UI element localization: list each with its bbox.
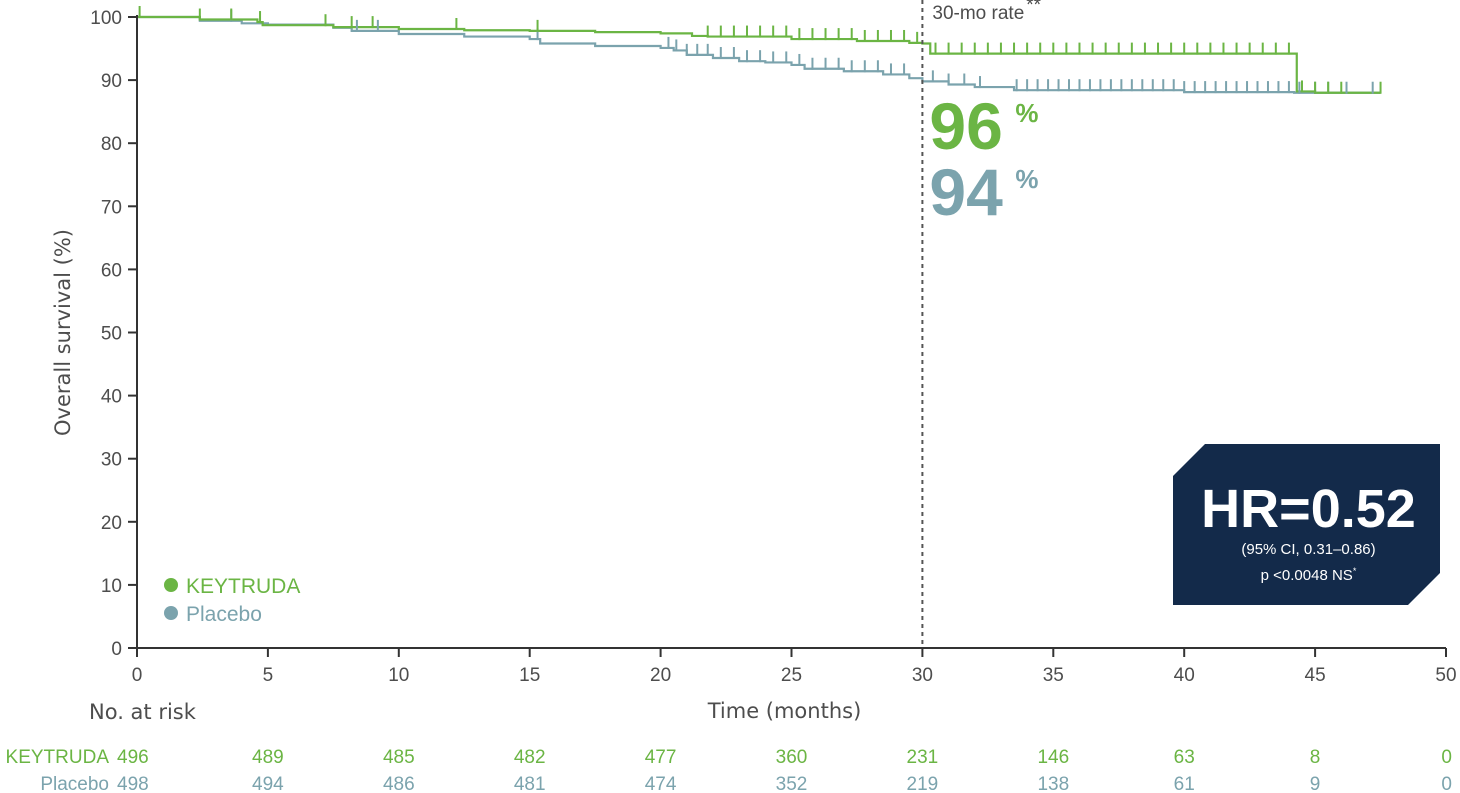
legend-label-keytruda: KEYTRUDA	[186, 575, 300, 598]
risk-value-keytruda: 8	[1310, 747, 1321, 768]
risk-value-placebo: 352	[776, 774, 808, 793]
risk-row-label-keytruda: KEYTRUDA	[6, 747, 110, 768]
censor-marks	[138, 6, 1382, 94]
risk-value-keytruda: 63	[1174, 747, 1195, 768]
y-ticks: 0 10 20 30 40 50 60 70 80 90 100	[90, 8, 137, 660]
reference-line-label: 30-mo rate	[932, 3, 1024, 24]
curve-keytruda	[137, 15, 1381, 94]
y-axis-title: Overall survival (%)	[51, 229, 75, 436]
hr-p-value: p <0.0048 NS*	[1261, 566, 1357, 584]
y-tick-label: 70	[101, 197, 122, 218]
hr-value: HR=0.52	[1201, 479, 1416, 539]
x-tick-label: 20	[650, 665, 671, 686]
x-tick-label: 0	[132, 665, 143, 686]
x-tick-label: 5	[263, 665, 274, 686]
risk-value-keytruda: 485	[383, 747, 415, 768]
curve-placebo	[137, 15, 1381, 94]
hr-p-text: p <0.0048 NS	[1261, 567, 1353, 584]
y-tick-label: 0	[111, 639, 122, 660]
legend: KEYTRUDA Placebo	[164, 575, 300, 626]
x-tick-label: 10	[388, 665, 409, 686]
x-tick-label: 45	[1305, 665, 1326, 686]
risk-value-placebo: 498	[117, 774, 149, 793]
risk-value-keytruda: 489	[252, 747, 284, 768]
y-tick-label: 90	[101, 71, 122, 92]
x-tick-label: 30	[912, 665, 933, 686]
y-tick-label: 50	[101, 324, 122, 345]
x-tick-label: 40	[1174, 665, 1195, 686]
rate-annotation-placebo: 94 %	[929, 155, 1038, 229]
y-tick-label: 40	[101, 387, 122, 408]
risk-value-keytruda: 231	[907, 747, 939, 768]
x-axis-title: Time (months)	[707, 699, 862, 723]
rate-value-placebo: 94	[929, 155, 1003, 229]
rate-value-keytruda: 96	[929, 89, 1002, 163]
risk-value-keytruda: 0	[1441, 747, 1452, 768]
risk-value-keytruda: 477	[645, 747, 677, 768]
risk-value-placebo: 486	[383, 774, 415, 793]
x-tick-label: 35	[1043, 665, 1064, 686]
x-tick-label: 15	[519, 665, 540, 686]
survival-curves	[137, 15, 1381, 94]
x-ticks: 0 5 10 15 20 25 30 35 40 45 50	[132, 648, 1457, 686]
risk-value-keytruda: 360	[776, 747, 808, 768]
legend-swatch-keytruda	[164, 578, 178, 592]
risk-value-keytruda: 482	[514, 747, 546, 768]
risk-value-placebo: 61	[1174, 774, 1195, 793]
risk-value-placebo: 494	[252, 774, 284, 793]
rate-annotation-keytruda: 96 %	[929, 89, 1038, 163]
axes: 0 10 20 30 40 50 60 70 80 90 100 0 5 10 15 20 25 30 35 40 4…	[51, 8, 1457, 723]
hr-p-marker: *	[1353, 566, 1357, 576]
hr-ci: (95% CI, 0.31–0.86)	[1241, 541, 1375, 558]
risk-table-title: No. at risk	[89, 700, 197, 724]
risk-value-placebo: 138	[1037, 774, 1069, 793]
risk-value-placebo: 9	[1310, 774, 1321, 793]
risk-value-placebo: 481	[514, 774, 546, 793]
y-tick-label: 30	[101, 450, 122, 471]
risk-value-placebo: 0	[1441, 774, 1452, 793]
legend-label-placebo: Placebo	[186, 603, 262, 626]
reference-label-marker: **	[1026, 0, 1041, 16]
hazard-ratio-box: HR=0.52 (95% CI, 0.31–0.86) p <0.0048 NS…	[1173, 444, 1440, 605]
y-tick-label: 20	[101, 513, 122, 534]
y-tick-label: 10	[101, 576, 122, 597]
y-tick-label: 100	[90, 8, 122, 29]
risk-value-placebo: 219	[907, 774, 939, 793]
y-tick-label: 60	[101, 260, 122, 281]
risk-value-keytruda: 146	[1037, 747, 1069, 768]
risk-value-placebo: 474	[645, 774, 677, 793]
y-tick-label: 80	[101, 134, 122, 155]
risk-row-label-placebo: Placebo	[40, 774, 109, 793]
x-tick-label: 25	[781, 665, 802, 686]
x-tick-label: 50	[1435, 665, 1456, 686]
risk-value-keytruda: 496	[117, 747, 149, 768]
risk-table: No. at risk KEYTRUDA Placebo 496 489 485 48…	[6, 700, 1452, 793]
legend-swatch-placebo	[164, 606, 178, 620]
rate-percent-keytruda: %	[1015, 98, 1038, 128]
hr-box-shape	[1173, 444, 1440, 605]
risk-table-values: 496 489 485 482 477 360 231 146 63 8 0 498 494 486 481…	[117, 747, 1452, 793]
rate-percent-placebo: %	[1015, 164, 1038, 194]
